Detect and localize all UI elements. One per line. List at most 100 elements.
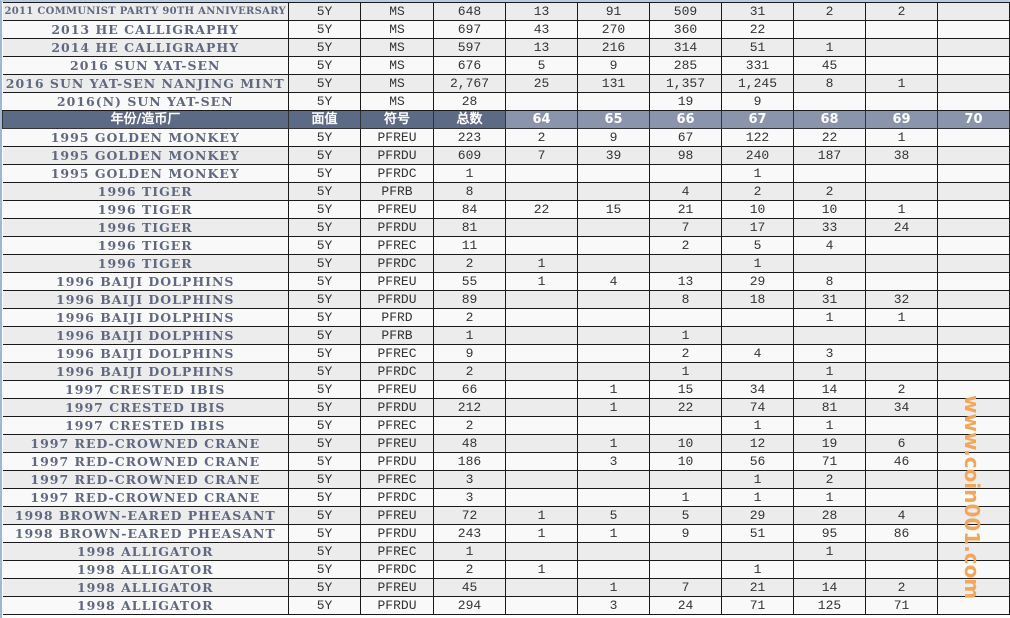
cell-grade-68[interactable]: 2 [793, 182, 866, 201]
cell-grade-68[interactable]: 1 [793, 542, 866, 561]
cell-grade-66[interactable]: 1,357 [649, 74, 722, 93]
cell-name[interactable]: 1997 RED-CROWNED CRANE [2, 452, 289, 471]
cell-name[interactable]: 1996 TIGER [2, 236, 289, 255]
cell-grade-68[interactable]: 22 [793, 128, 866, 147]
cell-face-value[interactable]: 5Y [288, 506, 361, 525]
cell-grade-65[interactable] [577, 308, 650, 327]
cell-grade-67[interactable] [721, 326, 794, 345]
cell-face-value[interactable]: 5Y [288, 2, 361, 21]
cell-grade-code[interactable]: PFRDU [360, 290, 434, 309]
cell-name[interactable]: 2016 SUN YAT-SEN [2, 56, 289, 75]
cell-grade-code[interactable]: PFRDC [360, 164, 434, 183]
cell-grade-code[interactable]: PFREU [360, 200, 434, 219]
cell-grade-66[interactable]: 67 [649, 128, 722, 147]
cell-grade-66[interactable]: 13 [649, 272, 722, 291]
cell-grade-65[interactable] [577, 416, 650, 435]
cell-grade-67[interactable]: 29 [721, 272, 794, 291]
cell-total[interactable]: 212 [433, 398, 506, 417]
cell-name[interactable]: 2013 HE CALLIGRAPHY [2, 20, 289, 39]
cell-name[interactable]: 2016 SUN YAT-SEN NANJING MINT [2, 74, 289, 93]
cell-total[interactable]: 66 [433, 380, 506, 399]
cell-grade-65[interactable]: 5 [577, 506, 650, 525]
cell-grade-70[interactable] [937, 344, 1010, 363]
cell-face-value[interactable]: 5Y [288, 56, 361, 75]
cell-grade-65[interactable] [577, 560, 650, 579]
cell-grade-64[interactable] [505, 434, 578, 453]
cell-grade-66[interactable]: 509 [649, 2, 722, 21]
cell-grade-66[interactable]: 7 [649, 218, 722, 237]
cell-grade-code[interactable]: MS [360, 38, 434, 57]
cell-grade-64[interactable]: 13 [505, 38, 578, 57]
cell-face-value[interactable]: 5Y [288, 398, 361, 417]
cell-grade-66[interactable] [649, 416, 722, 435]
cell-grade-70[interactable] [937, 164, 1010, 183]
cell-grade-65[interactable]: 216 [577, 38, 650, 57]
cell-name[interactable]: 1996 TIGER [2, 218, 289, 237]
cell-grade-67[interactable]: 9 [721, 92, 794, 111]
cell-grade-65[interactable]: 131 [577, 74, 650, 93]
cell-grade-70[interactable] [937, 452, 1010, 471]
cell-grade-66[interactable]: 10 [649, 452, 722, 471]
cell-grade-64[interactable]: 22 [505, 200, 578, 219]
cell-grade-70[interactable] [937, 254, 1010, 273]
cell-face-value[interactable]: 5Y [288, 74, 361, 93]
cell-grade-69[interactable]: 71 [865, 596, 938, 615]
cell-grade-64[interactable]: 1 [505, 272, 578, 291]
cell-grade-68[interactable] [793, 92, 866, 111]
cell-grade-64[interactable]: 5 [505, 56, 578, 75]
cell-face-value[interactable]: 5Y [288, 380, 361, 399]
cell-grade-64[interactable]: 25 [505, 74, 578, 93]
cell-face-value[interactable]: 5Y [288, 344, 361, 363]
cell-grade-68[interactable]: 14 [793, 578, 866, 597]
cell-grade-67[interactable]: 1 [721, 254, 794, 273]
cell-grade-69[interactable] [865, 20, 938, 39]
cell-total[interactable]: 3 [433, 470, 506, 489]
cell-grade-67[interactable]: 29 [721, 506, 794, 525]
cell-grade-code[interactable]: MS [360, 20, 434, 39]
cell-grade-69[interactable] [865, 470, 938, 489]
cell-grade-68[interactable]: 45 [793, 56, 866, 75]
cell-name[interactable]: 1995 GOLDEN MONKEY [2, 128, 289, 147]
cell-grade-65[interactable] [577, 542, 650, 561]
cell-grade-67[interactable]: 17 [721, 218, 794, 237]
cell-grade-67[interactable]: 71 [721, 596, 794, 615]
cell-grade-70[interactable] [937, 218, 1010, 237]
cell-grade-64[interactable]: 1 [505, 254, 578, 273]
cell-name[interactable]: 1997 RED-CROWNED CRANE [2, 470, 289, 489]
cell-grade-67[interactable]: 34 [721, 380, 794, 399]
cell-grade-69[interactable]: 2 [865, 578, 938, 597]
cell-name[interactable]: 2014 HE CALLIGRAPHY [2, 38, 289, 57]
cell-grade-69[interactable]: 1 [865, 74, 938, 93]
cell-total[interactable]: 243 [433, 524, 506, 543]
cell-name[interactable]: 2011 COMMUNIST PARTY 90TH ANNIVERSARY [2, 2, 289, 21]
cell-grade-68[interactable] [793, 164, 866, 183]
cell-grade-68[interactable]: 1 [793, 308, 866, 327]
cell-grade-66[interactable]: 2 [649, 344, 722, 363]
cell-grade-70[interactable] [937, 308, 1010, 327]
cell-grade-67[interactable]: 31 [721, 2, 794, 21]
cell-grade-65[interactable] [577, 488, 650, 507]
cell-grade-66[interactable] [649, 164, 722, 183]
cell-grade-70[interactable] [937, 326, 1010, 345]
cell-grade-70[interactable] [937, 434, 1010, 453]
cell-grade-66[interactable]: 4 [649, 182, 722, 201]
cell-grade-code[interactable]: MS [360, 56, 434, 75]
cell-total[interactable]: 186 [433, 452, 506, 471]
cell-grade-65[interactable]: 4 [577, 272, 650, 291]
cell-grade-68[interactable]: 187 [793, 146, 866, 165]
cell-name[interactable]: 1998 ALLIGATOR [2, 560, 289, 579]
cell-grade-68[interactable] [793, 326, 866, 345]
cell-grade-64[interactable]: 43 [505, 20, 578, 39]
cell-grade-64[interactable] [505, 542, 578, 561]
cell-name[interactable]: 1998 BROWN-EARED PHEASANT [2, 506, 289, 525]
cell-total[interactable]: 72 [433, 506, 506, 525]
cell-total[interactable]: 1 [433, 542, 506, 561]
cell-grade-65[interactable]: 1 [577, 398, 650, 417]
cell-grade-68[interactable]: 1 [793, 488, 866, 507]
cell-grade-67[interactable]: 12 [721, 434, 794, 453]
cell-grade-65[interactable]: 1 [577, 578, 650, 597]
cell-grade-67[interactable]: 5 [721, 236, 794, 255]
cell-grade-68[interactable]: 95 [793, 524, 866, 543]
cell-grade-66[interactable]: 285 [649, 56, 722, 75]
cell-grade-code[interactable]: PFRDU [360, 218, 434, 237]
